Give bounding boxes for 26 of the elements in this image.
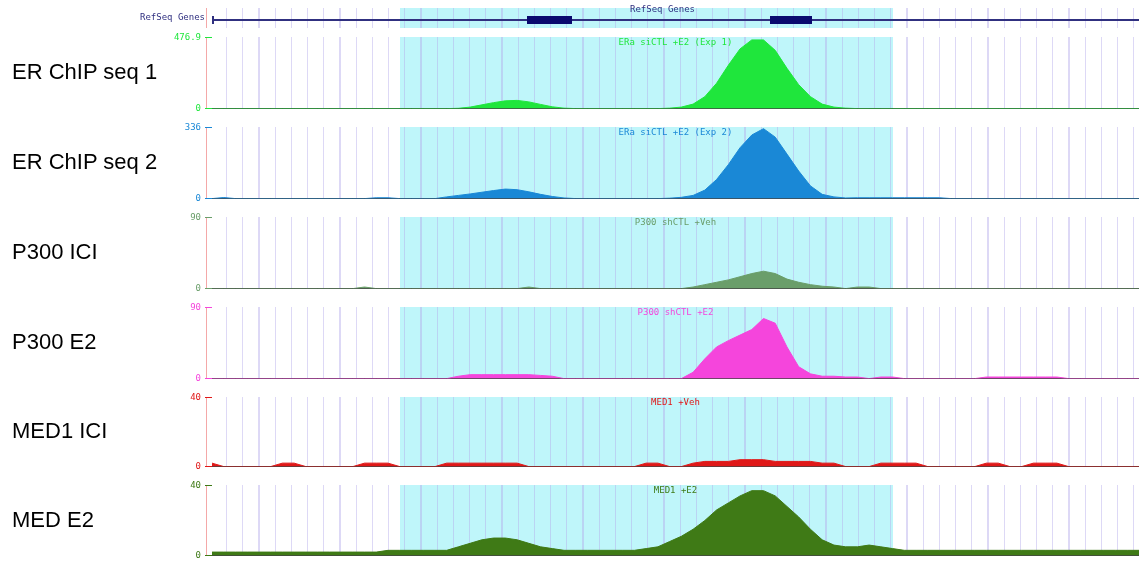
y-tick-label: 0 [195, 460, 201, 471]
y-tick-label: 0 [195, 549, 201, 560]
y-tick-label: 0 [195, 372, 201, 383]
y-tick-label: 0 [195, 282, 201, 293]
y-tick-label: 40 [190, 391, 201, 402]
y-axis-title: ER ChIP seq 1 [12, 59, 158, 85]
y-axis-title: P300 E2 [12, 329, 97, 355]
y-axis-title: P300 ICI [12, 239, 98, 265]
y-tick-label: 336 [184, 121, 201, 132]
y-tick-label: 90 [190, 211, 201, 222]
chart-title: ERa siCTL +E2 (Exp 2) [618, 127, 733, 138]
text: RefSeq Genes [139, 12, 205, 22]
y-tick-label: 0 [195, 192, 201, 203]
y-tick-label: 90 [190, 301, 201, 312]
y-axis-title: MED E2 [12, 506, 94, 533]
chart-title: MED1 +E2 [653, 485, 698, 496]
chart-title: P300 shCTL +E2 [637, 307, 714, 318]
y-tick-label: 0 [195, 102, 201, 113]
y-tick-label: 40 [190, 479, 201, 490]
y-axis-title: MED1 ICI [12, 418, 108, 444]
text: RefSeq Genes [630, 4, 696, 14]
y-axis-title: ER ChIP seq 2 [12, 149, 158, 175]
chart-title: MED1 +Veh [651, 397, 700, 408]
chart-title: P300 shCTL +Veh [634, 217, 717, 228]
y-tick-label: 476.9 [173, 31, 201, 42]
chart-title: ERa siCTL +E2 (Exp 1) [618, 37, 733, 48]
